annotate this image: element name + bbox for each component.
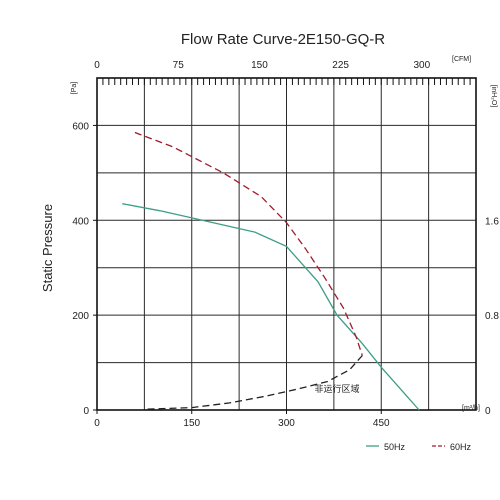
top-x-tick-label: 300 (414, 60, 431, 71)
y-tick-label: 400 (72, 216, 89, 227)
top-x-tick-label: 0 (94, 60, 100, 71)
right-y-tick-label: 0.8 (485, 311, 499, 322)
series-2-curve (147, 355, 363, 410)
y-tick-label: 0 (83, 406, 89, 417)
x-tick-label: 0 (94, 418, 100, 429)
series-60hz-curve (134, 131, 363, 356)
annotation-label: 非运行区域 (315, 383, 360, 394)
right-y-tick-label: 0 (485, 406, 491, 417)
top-x-tick-label: 75 (173, 60, 185, 71)
y-axis-title: Static Pressure (40, 204, 55, 292)
legend-label-50hz: 50Hz (384, 442, 406, 452)
series-50hz-curve (122, 203, 420, 411)
x-tick-label: 300 (278, 418, 295, 429)
legend-label-60hz: 60Hz (450, 442, 472, 452)
chart-title: Flow Rate Curve-2E150-GQ-R (181, 31, 385, 48)
top-x-tick-label: 225 (332, 60, 349, 71)
y-tick-label: 200 (72, 311, 89, 322)
y-tick-label: 600 (72, 121, 89, 132)
top-x-unit-label: [CFM] (452, 56, 471, 63)
plot-area: 0 150 300 450 0 75 150 225 300 0 200 400 600 0 0.8 1.6 [… (71, 56, 499, 452)
right-y-tick-label: 1.6 (485, 216, 499, 227)
bottom-x-unit-label: [m³/h] (462, 405, 480, 412)
left-y-unit-label: [Pa] (71, 82, 78, 95)
top-x-tick-label: 150 (251, 60, 268, 71)
x-tick-label: 450 (373, 418, 390, 429)
x-tick-label: 150 (183, 418, 200, 429)
right-y-unit-label: [inH₂O] (490, 85, 497, 108)
